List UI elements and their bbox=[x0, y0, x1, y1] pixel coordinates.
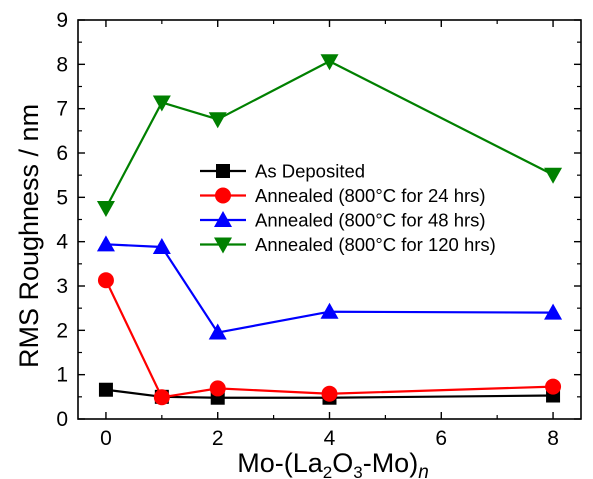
y-tick-label-9: 9 bbox=[56, 9, 68, 32]
x-axis-title-suffix: -Mo) bbox=[363, 448, 419, 478]
legend-marker bbox=[216, 164, 230, 178]
y-tick-label-4: 4 bbox=[56, 231, 68, 254]
x-axis-title: Mo-(La2O3-Mo)n bbox=[237, 448, 429, 479]
y-tick-label-8: 8 bbox=[56, 53, 68, 76]
legend-item-annealed-800-c-for-24-hrs: Annealed (800°C for 24 hrs) bbox=[200, 185, 486, 206]
x-axis-title-sub-1: 2 bbox=[323, 463, 332, 479]
legend-label: As Deposited bbox=[255, 161, 365, 182]
data-point-annealed-800-c-for-24-hrs-x8 bbox=[545, 378, 562, 395]
x-axis-title-prefix: Mo-(La bbox=[237, 448, 324, 478]
y-tick-label-1: 1 bbox=[56, 364, 68, 387]
legend-item-annealed-800-c-for-48-hrs: Annealed (800°C for 48 hrs) bbox=[200, 210, 486, 231]
data-point-annealed-800-c-for-48-hrs-x8 bbox=[544, 303, 563, 320]
series-line-annealed-800-c-for-24-hrs bbox=[104, 279, 554, 399]
data-point-annealed-800-c-for-24-hrs-x0 bbox=[97, 272, 114, 289]
data-point-annealed-800-c-for-48-hrs-x2 bbox=[208, 323, 227, 340]
data-point-annealed-800-c-for-120-hrs-x4 bbox=[320, 54, 339, 71]
data-point-annealed-800-c-for-120-hrs-x8 bbox=[544, 167, 563, 184]
axes-layer: 0 2 4 6 8 0 1 2 3 4 5 6 7 8 9 bbox=[56, 9, 582, 450]
data-point-annealed-800-c-for-48-hrs-x4 bbox=[320, 302, 339, 319]
legend-marker bbox=[214, 211, 232, 227]
data-point-annealed-800-c-for-48-hrs-x0 bbox=[96, 235, 115, 252]
legend-label: Annealed (800°C for 48 hrs) bbox=[255, 210, 486, 231]
y-tick-label-0: 0 bbox=[56, 408, 68, 431]
data-point-annealed-800-c-for-120-hrs-x1 bbox=[152, 95, 171, 112]
x-axis-title-italic: n bbox=[418, 462, 429, 479]
y-tick-label-6: 6 bbox=[56, 142, 68, 165]
data-point-annealed-800-c-for-120-hrs-x0 bbox=[96, 200, 115, 217]
y-tick-label-7: 7 bbox=[56, 98, 68, 121]
series-line-annealed-800-c-for-48-hrs bbox=[105, 243, 554, 334]
data-point-annealed-800-c-for-48-hrs-x1 bbox=[152, 237, 171, 254]
legend-marker bbox=[214, 237, 232, 254]
y-tick-label-3: 3 bbox=[56, 275, 68, 298]
y-axis-title: RMS Roughness / nm bbox=[14, 104, 44, 368]
x-axis-title-sub-2: 3 bbox=[353, 463, 362, 479]
y-tick-label-2: 2 bbox=[56, 319, 68, 342]
x-tick-label-4: 4 bbox=[324, 427, 336, 450]
data-point-annealed-800-c-for-120-hrs-x2 bbox=[208, 112, 227, 129]
legend-item-as-deposited: As Deposited bbox=[200, 161, 365, 182]
data-point-annealed-800-c-for-24-hrs-x4 bbox=[321, 385, 338, 402]
data-point-annealed-800-c-for-24-hrs-x1 bbox=[153, 389, 170, 406]
legend-marker bbox=[215, 187, 231, 204]
legend-label: Annealed (800°C for 120 hrs) bbox=[255, 234, 496, 255]
legend-item-annealed-800-c-for-120-hrs: Annealed (800°C for 120 hrs) bbox=[200, 234, 496, 255]
x-axis-title-mid: O bbox=[332, 448, 353, 478]
legend: As Deposited Annealed (800°C for 24 hrs) A… bbox=[200, 161, 496, 255]
data-layer bbox=[96, 54, 563, 406]
x-tick-label-2: 2 bbox=[212, 427, 224, 450]
x-tick-label-6: 6 bbox=[435, 427, 447, 450]
x-tick-label-8: 8 bbox=[547, 427, 559, 450]
data-point-annealed-800-c-for-24-hrs-x2 bbox=[209, 380, 226, 397]
data-point-as-deposited-x0 bbox=[98, 382, 113, 397]
legend-label: Annealed (800°C for 24 hrs) bbox=[255, 185, 486, 206]
x-tick-label-0: 0 bbox=[100, 427, 112, 450]
y-tick-label-5: 5 bbox=[56, 186, 68, 209]
